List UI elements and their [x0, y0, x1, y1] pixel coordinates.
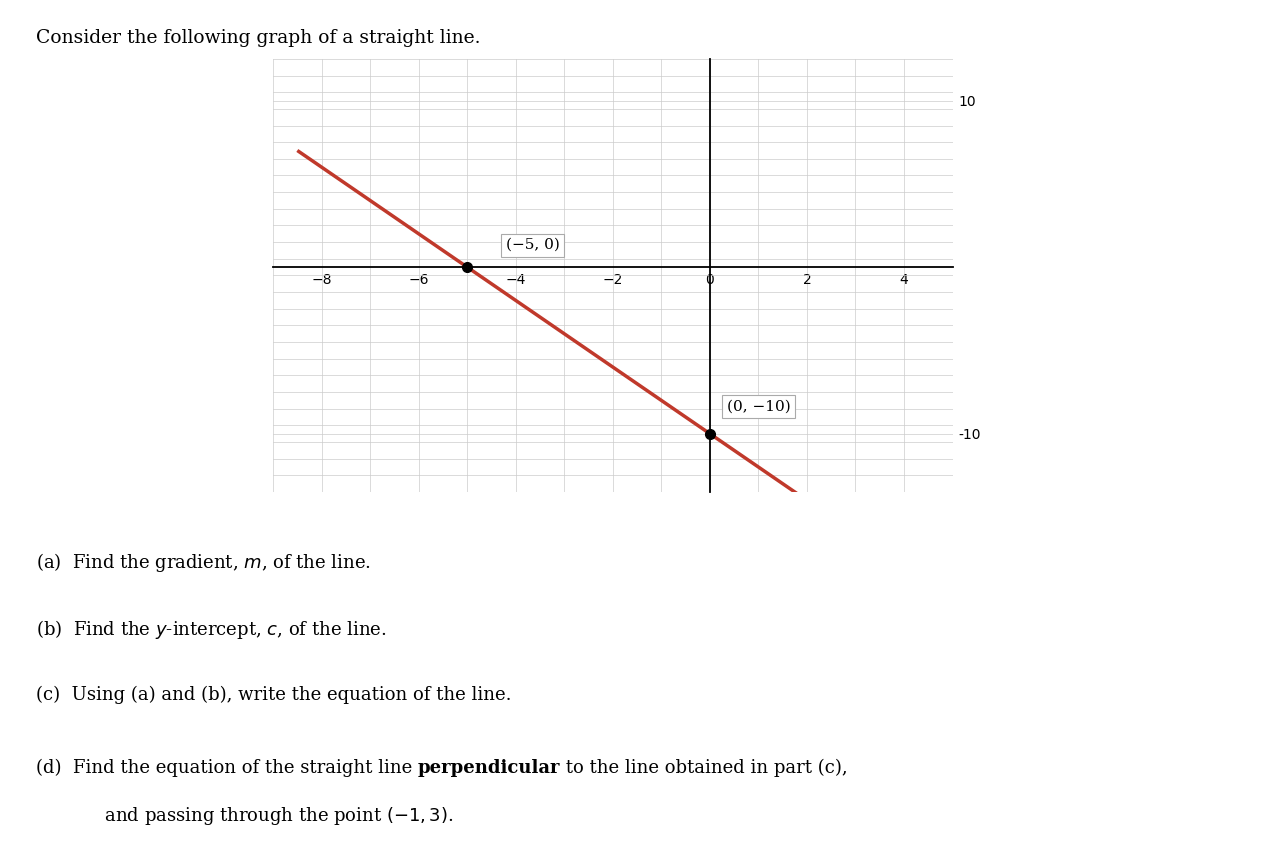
Text: and passing through the point $(-1, 3)$.: and passing through the point $(-1, 3)$.: [76, 805, 453, 827]
Text: (c)  Using (a) and (b), write the equation of the line.: (c) Using (a) and (b), write the equatio…: [36, 685, 511, 704]
Text: (b)  Find the $y$-intercept, $c$, of the line.: (b) Find the $y$-intercept, $c$, of the …: [36, 618, 386, 641]
Text: (0, −10): (0, −10): [726, 399, 791, 414]
Text: (a)  Find the gradient, $m$, of the line.: (a) Find the gradient, $m$, of the line.: [36, 551, 371, 574]
Text: perpendicular: perpendicular: [418, 759, 560, 776]
Text: (−5, 0): (−5, 0): [505, 238, 560, 252]
Text: (d)  Find the equation of the straight line: (d) Find the equation of the straight li…: [36, 759, 418, 777]
Text: to the line obtained in part (c),: to the line obtained in part (c),: [560, 759, 847, 777]
Text: Consider the following graph of a straight line.: Consider the following graph of a straig…: [36, 29, 480, 47]
